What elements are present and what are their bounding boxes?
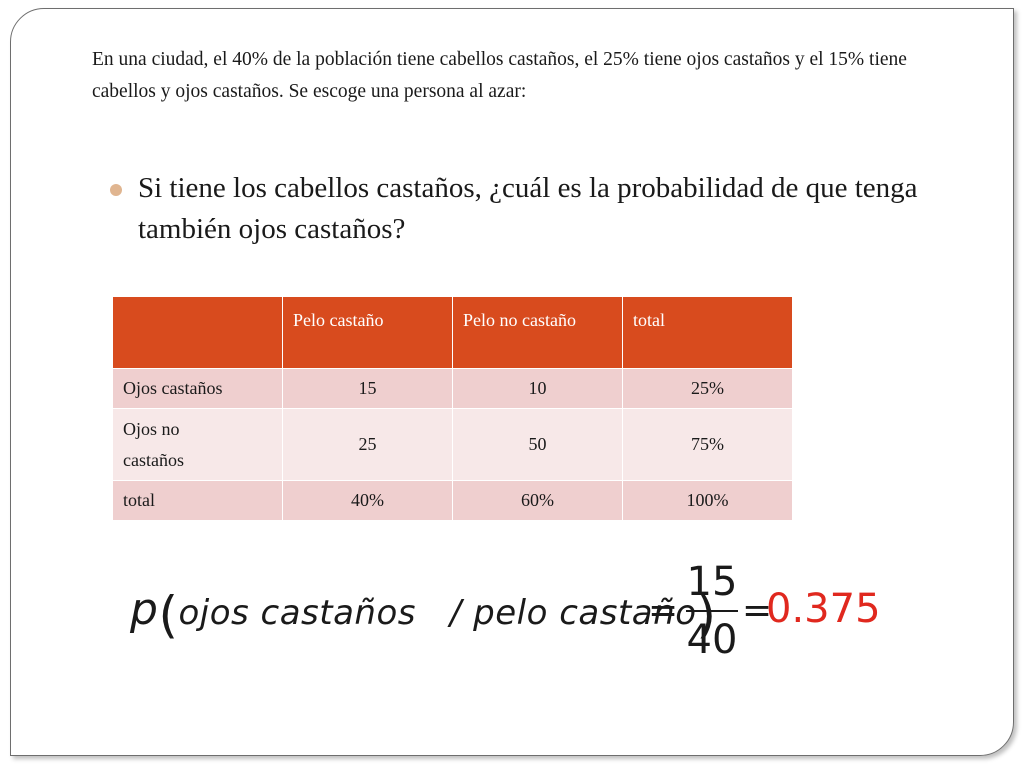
intro-text: En una ciudad, el 40% de la población ti… bbox=[92, 49, 907, 102]
open-paren-icon: ( bbox=[158, 586, 179, 644]
table-row: Ojos castaños 15 10 25% bbox=[112, 368, 793, 409]
row-label: Ojos no castaños bbox=[112, 408, 283, 481]
table-header-cell: total bbox=[622, 296, 793, 369]
table-cell: 40% bbox=[282, 480, 453, 521]
formula-p: p bbox=[130, 584, 159, 635]
equals-sign: = bbox=[648, 590, 679, 631]
table-cell: 10 bbox=[452, 368, 623, 409]
bullet-item: Si tiene los cabellos castaños, ¿cuál es… bbox=[110, 168, 990, 250]
row-label: total bbox=[112, 480, 283, 521]
table-header-cell: Pelo castaño bbox=[282, 296, 453, 369]
question-text: Si tiene los cabellos castaños, ¿cuál es… bbox=[138, 172, 918, 245]
slide-frame bbox=[10, 8, 1014, 756]
table-cell: 25% bbox=[622, 368, 793, 409]
row-label: Ojos castaños bbox=[112, 368, 283, 409]
fraction-denominator: 40 bbox=[686, 617, 738, 663]
probability-formula: p(ojos castaños / pelo castaño) = 15 40 … bbox=[130, 560, 890, 670]
table-cell: 100% bbox=[622, 480, 793, 521]
table-cell: 75% bbox=[622, 408, 793, 481]
fraction: 15 40 bbox=[686, 560, 738, 662]
table-header-cell: Pelo no castaño bbox=[452, 296, 623, 369]
table-header-row: Pelo castaño Pelo no castaño total bbox=[112, 296, 793, 369]
formula-argument: ojos castaños / pelo castaño bbox=[178, 593, 697, 633]
formula-left-side: p(ojos castaños / pelo castaño) bbox=[130, 584, 717, 644]
close-paren-icon: ) bbox=[696, 586, 717, 644]
table-row: Ojos no castaños 25 50 75% bbox=[112, 408, 793, 481]
equals-sign: = bbox=[742, 590, 773, 631]
contingency-table: Pelo castaño Pelo no castaño total Ojos … bbox=[112, 296, 793, 521]
table-cell: 25 bbox=[282, 408, 453, 481]
fraction-bar bbox=[686, 610, 738, 612]
formula-result: 0.375 bbox=[766, 586, 881, 632]
row-label-text: Ojos no castaños bbox=[123, 418, 184, 470]
table-cell: 15 bbox=[282, 368, 453, 409]
table-cell: 60% bbox=[452, 480, 623, 521]
table-header-cell bbox=[112, 296, 283, 369]
table-row: total 40% 60% 100% bbox=[112, 480, 793, 521]
table-cell: 50 bbox=[452, 408, 623, 481]
bullet-dot-icon bbox=[110, 184, 122, 196]
fraction-numerator: 15 bbox=[686, 559, 738, 605]
